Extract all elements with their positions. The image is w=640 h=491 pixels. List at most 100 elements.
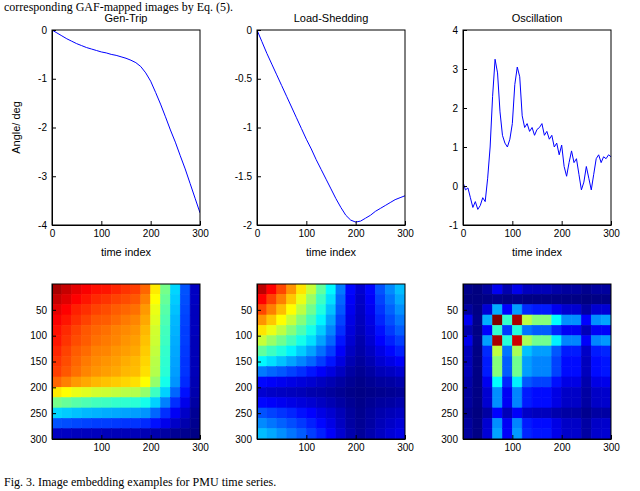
x-tick-label: 200 <box>348 442 365 453</box>
heatmap-cell <box>277 315 287 325</box>
heatmap-cell <box>532 418 542 428</box>
heatmap-cell <box>366 356 376 366</box>
heatmap-cell <box>170 398 180 408</box>
heatmap-cell <box>141 398 151 408</box>
x-tick: 100 <box>504 435 521 453</box>
heatmap-cell <box>180 284 190 294</box>
heatmap-cell <box>601 356 611 366</box>
x-axis-title: time index <box>306 246 357 258</box>
x-tick: 100 <box>298 435 315 453</box>
heatmap-cell <box>591 284 601 294</box>
plot-frame <box>257 30 405 225</box>
heatmap-cell <box>326 325 336 335</box>
heatmap-cell <box>82 284 92 294</box>
heatmap-cell <box>180 346 190 356</box>
heatmap-cell <box>52 356 62 366</box>
heatmap-cell <box>512 429 522 439</box>
heatmap-cell <box>82 429 92 439</box>
heatmap-cell <box>542 294 552 304</box>
heatmap-cell <box>512 315 522 325</box>
heatmap-cell <box>581 305 591 315</box>
heatmap-cell <box>316 315 326 325</box>
heatmap-cell <box>101 294 111 304</box>
heatmap-cell <box>552 377 562 387</box>
heatmap-cell <box>316 305 326 315</box>
heatmap-cell <box>111 336 121 346</box>
heatmap-cell <box>287 346 297 356</box>
heatmap-cell <box>542 346 552 356</box>
heatmap-cell <box>336 398 346 408</box>
heatmap-cell <box>562 336 572 346</box>
heatmap-cell <box>366 387 376 397</box>
heatmap-cell <box>473 336 483 346</box>
y-tick-label: 100 <box>30 330 47 341</box>
heatmap-cell <box>72 418 82 428</box>
y-tick-mark <box>257 79 261 80</box>
heatmap-cell <box>601 305 611 315</box>
heatmap-cell <box>151 336 161 346</box>
y-tick-label: 2 <box>452 103 458 114</box>
heatmap-cell <box>267 429 277 439</box>
y-tick-label: 300 <box>441 434 458 445</box>
heatmap-cell <box>190 325 200 335</box>
heatmap-cell <box>483 398 493 408</box>
heatmap-cell <box>512 356 522 366</box>
heatmap-cell <box>170 387 180 397</box>
heatmap-cell <box>131 325 141 335</box>
heatmap-cell <box>552 367 562 377</box>
heatmap-cell <box>82 356 92 366</box>
heatmap-cell <box>111 398 121 408</box>
heatmap-cell <box>395 356 405 366</box>
heatmap-cell <box>190 305 200 315</box>
heatmap-cell <box>287 429 297 439</box>
heatmap-cell <box>131 294 141 304</box>
heatmap-cell <box>111 294 121 304</box>
heatmap-cell <box>375 367 385 377</box>
heatmap-cell <box>366 305 376 315</box>
heatmap-cell <box>385 356 395 366</box>
heatmap-cell <box>131 346 141 356</box>
heatmap-cell <box>502 408 512 418</box>
heatmap-cell <box>532 387 542 397</box>
heatmap-cell <box>82 346 92 356</box>
heatmap-cell <box>356 336 366 346</box>
heatmap-cell <box>601 346 611 356</box>
y-axis: -101234 <box>449 25 467 231</box>
plot-background <box>257 30 405 225</box>
heatmap-cell <box>532 346 542 356</box>
heatmap-cell <box>267 305 277 315</box>
heatmap-cell <box>190 367 200 377</box>
heatmap-cell <box>296 356 306 366</box>
heatmap-cell <box>141 294 151 304</box>
heatmap-cell <box>395 408 405 418</box>
heatmap-cell <box>296 305 306 315</box>
heatmap-cell <box>601 336 611 346</box>
heatmap-cell <box>581 284 591 294</box>
heatmap-cell <box>316 294 326 304</box>
y-tick-label: 3 <box>452 64 458 75</box>
heatmap-cell <box>385 294 395 304</box>
x-tick-label: 300 <box>603 442 620 453</box>
heatmap-cell <box>366 294 376 304</box>
heatmap-cell <box>257 325 267 335</box>
heatmap-cell <box>542 429 552 439</box>
heatmap-cell <box>190 356 200 366</box>
heatmap-cell <box>180 305 190 315</box>
heatmap-cell <box>532 325 542 335</box>
heatmap-cell <box>591 356 601 366</box>
heatmap-cell <box>141 367 151 377</box>
heatmap-cell <box>463 315 473 325</box>
heatmap-cell <box>572 418 582 428</box>
heatmap-cell <box>346 284 356 294</box>
heatmap-cell <box>581 325 591 335</box>
heatmap-cell <box>190 346 200 356</box>
heatmap-cell <box>552 325 562 335</box>
heatmap-cell <box>395 294 405 304</box>
heatmap-cell <box>483 387 493 397</box>
heatmap-cell <box>542 367 552 377</box>
heatmap-cell <box>366 284 376 294</box>
heatmap-cell <box>316 387 326 397</box>
heatmap-cell <box>326 346 336 356</box>
heatmap-cell <box>385 336 395 346</box>
y-tick-mark <box>257 310 261 311</box>
